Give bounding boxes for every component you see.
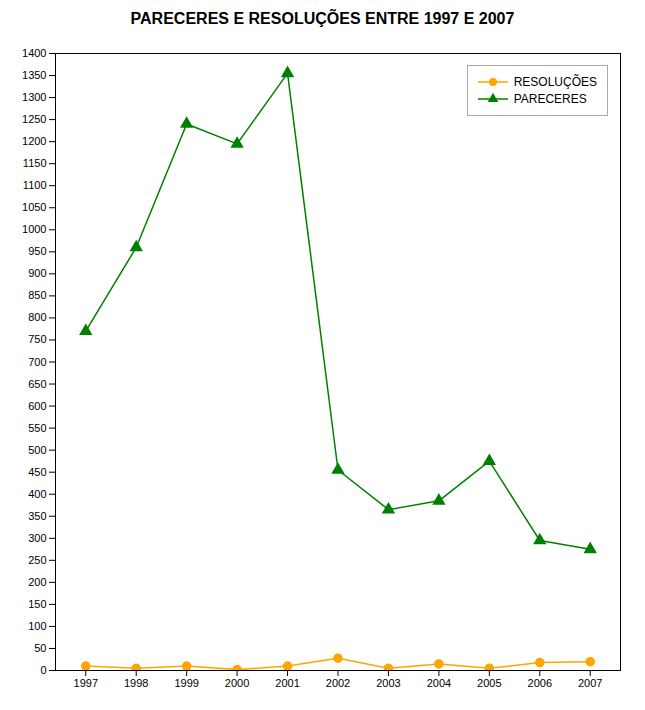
html-text:PARECERES: PARECERES [513, 92, 587, 106]
svg-text:1300: 1300 [22, 91, 46, 103]
svg-text:1400: 1400 [22, 47, 46, 59]
svg-text:1100: 1100 [23, 179, 47, 191]
html-text:RESOLUÇÕES: RESOLUÇÕES [513, 75, 597, 89]
svg-text:500: 500 [28, 444, 46, 456]
svg-text:550: 550 [28, 422, 46, 434]
svg-text:0: 0 [40, 664, 46, 676]
svg-text:2001: 2001 [275, 677, 299, 689]
svg-text:650: 650 [28, 378, 46, 390]
svg-text:400: 400 [28, 488, 46, 500]
svg-text:2004: 2004 [427, 677, 451, 689]
svg-text:2003: 2003 [376, 677, 400, 689]
svg-text:700: 700 [28, 356, 46, 368]
svg-text:1999: 1999 [174, 677, 198, 689]
svg-text:2007: 2007 [578, 677, 602, 689]
svg-text:800: 800 [28, 311, 46, 323]
svg-text:2006: 2006 [528, 677, 552, 689]
svg-text:1998: 1998 [124, 677, 148, 689]
svg-text:1350: 1350 [22, 69, 46, 81]
svg-text:1050: 1050 [22, 201, 46, 213]
svg-text:900: 900 [28, 267, 46, 279]
svg-text:850: 850 [28, 289, 46, 301]
svg-text:300: 300 [28, 532, 46, 544]
svg-text:950: 950 [28, 245, 46, 257]
svg-text:750: 750 [28, 333, 46, 345]
html-text:PARECERES E RESOLUÇÕES ENTRE 1: PARECERES E RESOLUÇÕES ENTRE 1997 E 2007 [130, 10, 515, 27]
svg-text:600: 600 [28, 400, 46, 412]
svg-text:250: 250 [28, 554, 46, 566]
svg-text:50: 50 [34, 642, 46, 654]
svg-text:1000: 1000 [22, 223, 46, 235]
svg-text:450: 450 [28, 466, 46, 478]
svg-text:1997: 1997 [74, 677, 98, 689]
svg-text:2005: 2005 [477, 677, 501, 689]
svg-text:1200: 1200 [22, 135, 46, 147]
svg-text:200: 200 [28, 576, 46, 588]
svg-text:2002: 2002 [326, 677, 350, 689]
svg-text:2000: 2000 [225, 677, 249, 689]
svg-text:350: 350 [28, 510, 46, 522]
svg-text:1150: 1150 [23, 157, 47, 169]
svg-text:1250: 1250 [22, 113, 46, 125]
svg-text:150: 150 [28, 598, 46, 610]
svg-text:100: 100 [28, 620, 46, 632]
